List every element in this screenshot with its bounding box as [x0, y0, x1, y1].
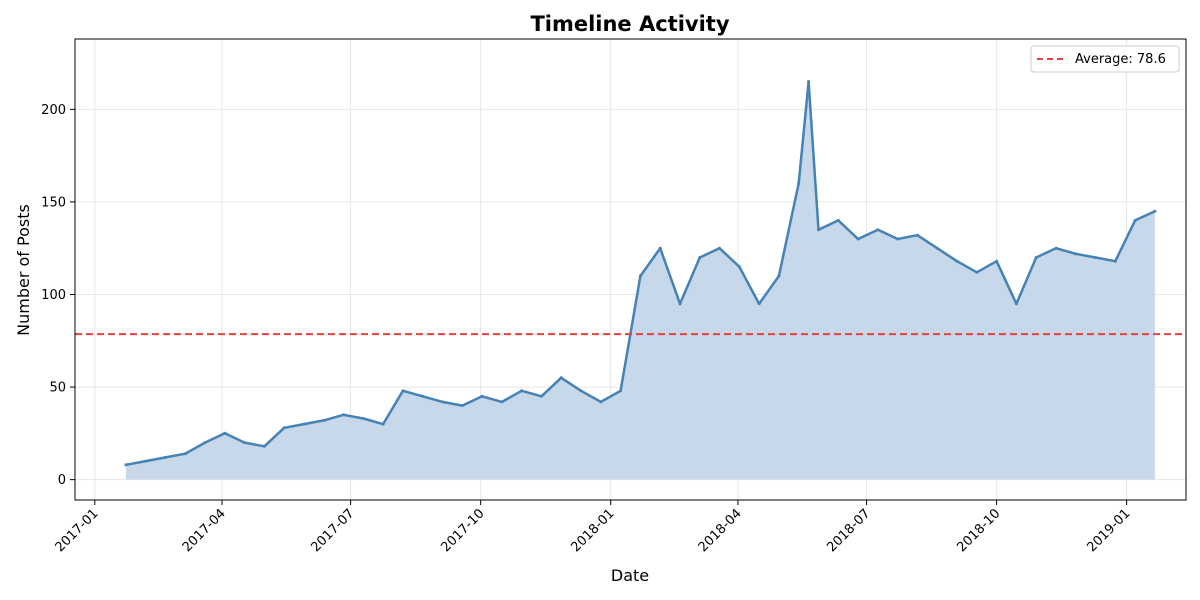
x-tick-label: 2019-01 [1084, 506, 1133, 555]
data-point [638, 274, 642, 278]
data-point [1074, 252, 1078, 256]
data-point [807, 80, 811, 84]
data-point [322, 418, 326, 422]
data-point [460, 404, 464, 408]
data-point [401, 389, 405, 393]
data-point [1094, 256, 1097, 259]
x-tick-label: 2017-01 [53, 506, 102, 555]
data-point [223, 431, 227, 435]
data-point [1014, 302, 1018, 306]
data-point [1034, 256, 1038, 259]
x-tick-label: 2017-10 [438, 506, 487, 555]
data-point [520, 389, 524, 393]
data-point [559, 376, 563, 380]
x-tick-label: 2018-10 [954, 506, 1003, 555]
y-axis-title: Number of Posts [14, 204, 33, 336]
y-tick-label: 200 [41, 103, 66, 118]
data-point [777, 274, 781, 278]
data-point [1113, 259, 1117, 263]
data-point [935, 246, 939, 250]
data-point [282, 426, 286, 430]
data-point [1153, 209, 1157, 213]
y-tick-label: 100 [41, 288, 66, 303]
data-point [817, 228, 820, 232]
data-point [480, 394, 484, 398]
y-axis-ticks: 0 50 100 150 200 [41, 103, 75, 488]
data-point [836, 218, 840, 222]
data-point [896, 237, 900, 241]
legend-average-label: Average: 78.6 [1075, 52, 1166, 67]
plot-frame [74, 38, 1187, 501]
data-point [144, 459, 148, 463]
data-point [302, 422, 306, 426]
chart-title: Timeline Activity [530, 12, 729, 36]
legend: Average: 78.6 [1030, 45, 1180, 73]
data-point [599, 400, 603, 404]
data-point [995, 259, 999, 263]
data-point [203, 441, 207, 445]
data-point [718, 246, 721, 250]
data-point [1054, 246, 1058, 250]
x-tick-label: 2018-07 [824, 506, 873, 555]
data-point [856, 237, 860, 241]
data-point [915, 233, 919, 237]
data-point [164, 455, 167, 459]
data-point [619, 389, 623, 393]
data-point [975, 270, 979, 274]
x-tick-label: 2017-04 [180, 506, 229, 555]
data-point [124, 463, 128, 467]
data-point [441, 400, 444, 404]
y-tick-label: 150 [41, 195, 66, 210]
x-tick-label: 2018-01 [569, 506, 618, 555]
data-point [421, 394, 425, 398]
data-point [262, 444, 266, 448]
data-point [342, 413, 346, 417]
series-line [124, 80, 1157, 467]
data-point [381, 422, 385, 426]
legend-box [1030, 45, 1180, 73]
y-tick-label: 0 [58, 473, 66, 488]
x-tick-label: 2017-07 [308, 506, 357, 555]
data-point [678, 302, 682, 306]
data-point [658, 246, 662, 250]
data-point [361, 417, 365, 420]
data-point [876, 228, 880, 232]
x-axis-ticks: 2017-01 2017-04 2017-07 2017-10 2018-01 2018-… [53, 500, 1133, 555]
x-axis-title: Date [611, 566, 649, 585]
data-point [579, 389, 583, 393]
data-point [183, 452, 187, 456]
data-point [797, 181, 801, 185]
x-tick-label: 2018-04 [696, 506, 745, 555]
data-point [500, 400, 504, 404]
data-point [955, 259, 959, 263]
data-point [1133, 218, 1137, 222]
series-line-path [125, 80, 1156, 467]
data-point [737, 265, 741, 269]
y-tick-label: 50 [49, 381, 66, 396]
data-point [757, 302, 761, 306]
data-point [243, 441, 247, 445]
data-point [698, 256, 702, 259]
data-point [540, 394, 543, 398]
